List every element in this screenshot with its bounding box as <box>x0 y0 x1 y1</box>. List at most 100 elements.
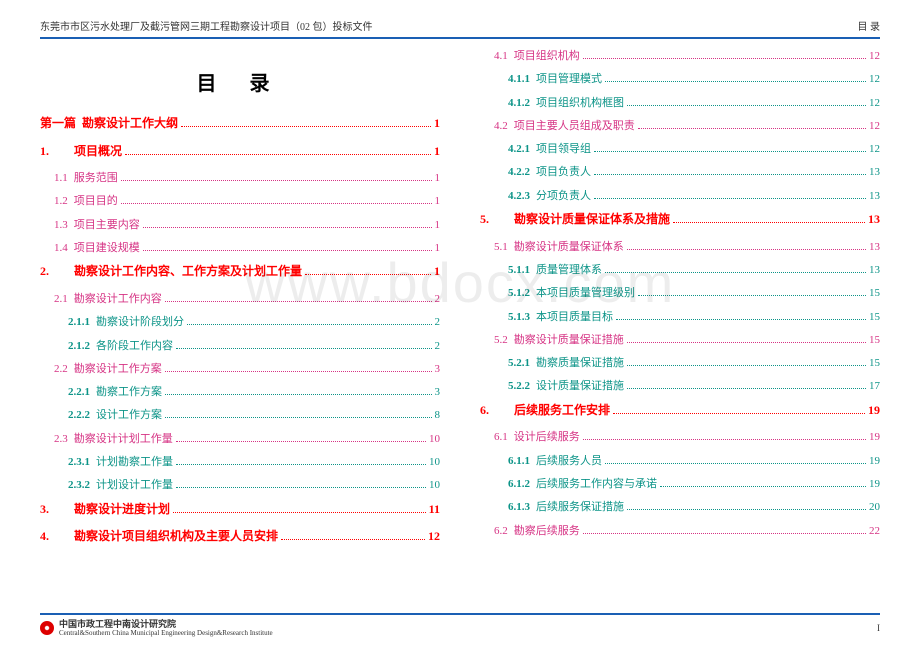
toc-columns: 目 录 第一篇勘察设计工作大纲11.项目概况11.1服务范围11.2项目目的11… <box>40 49 880 557</box>
toc-leader-dots <box>181 126 431 127</box>
toc-leader-dots <box>627 105 866 106</box>
toc-entry-page: 3 <box>435 362 441 376</box>
toc-entry-page: 1 <box>434 264 440 280</box>
footer-rule <box>40 613 880 615</box>
toc-entry-label: 勘察设计质量保证体系及措施 <box>514 212 670 228</box>
toc-entry: 5.2.1勘察质量保证措施15 <box>480 356 880 370</box>
toc-entry-num: 4.2.1 <box>508 142 530 156</box>
toc-entry-page: 13 <box>869 165 880 179</box>
toc-entry-num: 2.2.2 <box>68 408 90 422</box>
toc-entry-num: 6.1 <box>494 430 508 444</box>
toc-entry-page: 13 <box>868 212 880 228</box>
toc-leader-dots <box>176 441 426 442</box>
toc-leader-dots <box>627 509 866 510</box>
toc-leader-dots <box>305 274 431 275</box>
toc-entry-label: 后续服务人员 <box>536 454 602 468</box>
toc-entry-page: 12 <box>869 96 880 110</box>
toc-leader-dots <box>176 464 426 465</box>
toc-leader-dots <box>638 295 866 296</box>
toc-leader-dots <box>165 301 432 302</box>
toc-entry: 4.2.3分项负责人13 <box>480 189 880 203</box>
toc-leader-dots <box>121 203 432 204</box>
toc-entry-label: 设计质量保证措施 <box>536 379 624 393</box>
toc-entry: 4.2项目主要人员组成及职责12 <box>480 119 880 133</box>
toc-leader-dots <box>613 413 865 414</box>
toc-entry-num: 1.1 <box>54 171 68 185</box>
toc-entry: 2.1.2各阶段工作内容2 <box>40 339 440 353</box>
toc-entry-page: 15 <box>869 310 880 324</box>
toc-entry-label: 服务范围 <box>74 171 118 185</box>
toc-entry-num: 1. <box>40 144 68 160</box>
toc-entry-page: 1 <box>435 171 441 185</box>
toc-entry-page: 15 <box>869 356 880 370</box>
toc-entry-label: 勘察质量保证措施 <box>536 356 624 370</box>
toc-entry-page: 12 <box>869 142 880 156</box>
toc-entry-page: 10 <box>429 432 440 446</box>
toc-entry-page: 19 <box>869 454 880 468</box>
toc-title: 目 录 <box>40 67 440 96</box>
toc-entry-page: 19 <box>869 430 880 444</box>
toc-entry-page: 20 <box>869 500 880 514</box>
toc-leader-dots <box>605 272 866 273</box>
institute-logo-icon <box>40 621 54 635</box>
toc-entry-page: 11 <box>429 502 440 518</box>
toc-leader-dots <box>583 533 866 534</box>
toc-entry: 5.1.2本项目质量管理级别15 <box>480 286 880 300</box>
toc-leader-dots <box>187 324 432 325</box>
toc-entry-num: 4.2.2 <box>508 165 530 179</box>
toc-entry-label: 项目建设规模 <box>74 241 140 255</box>
toc-entry: 3.勘察设计进度计划11 <box>40 502 440 518</box>
toc-entry-num: 5.1 <box>494 240 508 254</box>
toc-entry-num: 1.3 <box>54 218 68 232</box>
toc-entry-page: 3 <box>435 385 441 399</box>
toc-entry-label: 勘察设计阶段划分 <box>96 315 184 329</box>
toc-leader-dots <box>594 151 866 152</box>
toc-entry: 1.2项目目的1 <box>40 194 440 208</box>
toc-entry: 5.2勘察设计质量保证措施15 <box>480 333 880 347</box>
toc-leader-dots <box>660 486 866 487</box>
toc-entry-label: 各阶段工作内容 <box>96 339 173 353</box>
toc-entry: 6.1.3后续服务保证措施20 <box>480 500 880 514</box>
toc-entry-label: 项目领导组 <box>536 142 591 156</box>
toc-leader-dots <box>165 371 432 372</box>
toc-leader-dots <box>143 227 432 228</box>
toc-entry-page: 22 <box>869 524 880 538</box>
toc-entry-label: 设计工作方案 <box>96 408 162 422</box>
toc-entry: 2.2勘察设计工作方案3 <box>40 362 440 376</box>
toc-entry-num: 4.1 <box>494 49 508 63</box>
toc-entry-label: 计划设计工作量 <box>96 478 173 492</box>
toc-entry: 第一篇勘察设计工作大纲1 <box>40 116 440 132</box>
toc-leader-dots <box>176 348 432 349</box>
toc-entry-label: 本项目质量管理级别 <box>536 286 635 300</box>
toc-entry-page: 13 <box>869 240 880 254</box>
page-number: I <box>877 623 880 633</box>
toc-entry-label: 勘察设计工作大纲 <box>82 116 178 132</box>
toc-entry-label: 后续服务保证措施 <box>536 500 624 514</box>
toc-leader-dots <box>616 319 866 320</box>
toc-entry-label: 设计后续服务 <box>514 430 580 444</box>
toc-entry-num: 1.2 <box>54 194 68 208</box>
toc-entry: 2.勘察设计工作内容、工作方案及计划工作量1 <box>40 264 440 280</box>
toc-entry-page: 10 <box>429 478 440 492</box>
toc-entry-label: 质量管理体系 <box>536 263 602 277</box>
toc-entry-page: 12 <box>428 529 440 545</box>
toc-entry: 2.3勘察设计计划工作量10 <box>40 432 440 446</box>
toc-entry-num: 4.2.3 <box>508 189 530 203</box>
toc-entry-label: 勘察设计质量保证措施 <box>514 333 624 347</box>
footer-institute-en: Central&Southern China Municipal Enginee… <box>59 629 273 637</box>
toc-entry-label: 项目主要人员组成及职责 <box>514 119 635 133</box>
toc-entry-label: 计划勘察工作量 <box>96 455 173 469</box>
toc-entry: 2.1.1勘察设计阶段划分2 <box>40 315 440 329</box>
toc-entry-label: 勘察设计工作内容 <box>74 292 162 306</box>
toc-entry-num: 5.2.2 <box>508 379 530 393</box>
toc-entry-page: 12 <box>869 72 880 86</box>
toc-entry-page: 2 <box>435 339 441 353</box>
toc-entry-label: 项目概况 <box>74 144 122 160</box>
toc-entry: 1.4项目建设规模1 <box>40 241 440 255</box>
toc-right-column: 4.1项目组织机构124.1.1项目管理模式124.1.2项目组织机构框图124… <box>480 49 880 557</box>
toc-entry-page: 15 <box>869 286 880 300</box>
toc-entry-num: 6.1.1 <box>508 454 530 468</box>
toc-entry-page: 8 <box>435 408 441 422</box>
toc-leader-dots <box>605 81 866 82</box>
toc-entry: 4.1.2项目组织机构框图12 <box>480 96 880 110</box>
